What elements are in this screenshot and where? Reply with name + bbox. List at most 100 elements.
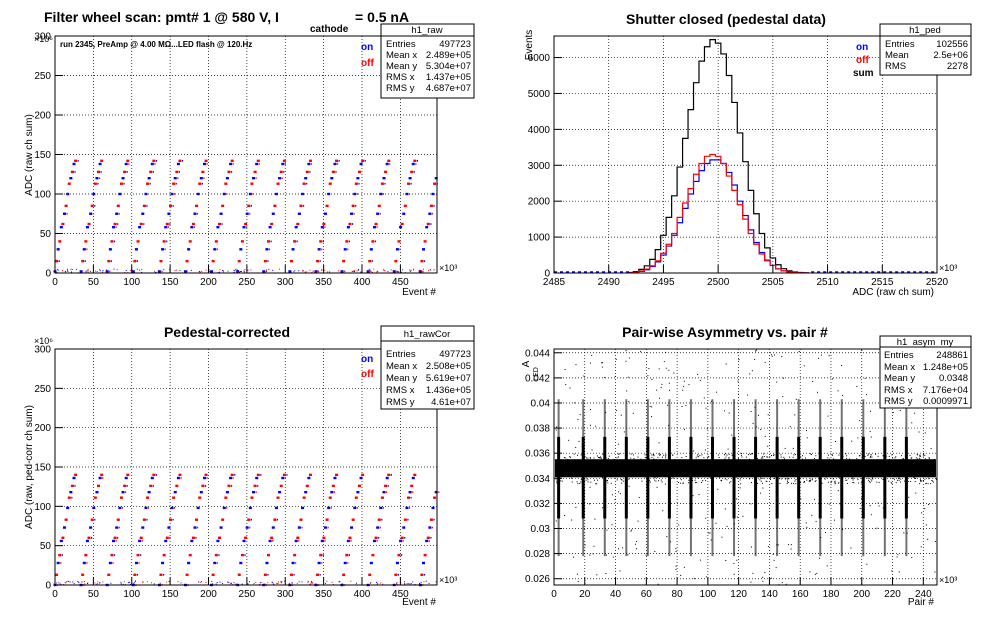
data-point [870, 478, 872, 480]
data-point [125, 491, 127, 493]
outlier-point [754, 359, 756, 361]
baseline-point [352, 270, 354, 272]
data-point [561, 480, 563, 482]
data-point [429, 204, 433, 208]
data-point [793, 483, 795, 485]
data-point [102, 477, 104, 479]
data-point [185, 573, 189, 576]
data-point [87, 536, 91, 539]
data-point [347, 248, 349, 251]
baseline-point [354, 271, 356, 273]
data-point [919, 455, 921, 457]
data-point [665, 455, 667, 457]
outlier-point [675, 551, 677, 553]
data-point [304, 177, 308, 180]
baseline-point [186, 270, 188, 272]
data-point [301, 506, 305, 510]
data-point [343, 561, 347, 565]
spike-core [581, 436, 585, 519]
data-point [802, 472, 804, 474]
data-point [567, 461, 569, 463]
outlier-point [723, 410, 725, 412]
data-point [731, 454, 733, 456]
data-point [892, 457, 894, 459]
data-point [830, 460, 832, 462]
data-point [276, 182, 280, 185]
data-point [805, 472, 807, 474]
x-tick-label: 300 [277, 277, 294, 288]
data-point [239, 248, 243, 251]
data-point [232, 163, 234, 165]
data-point [694, 476, 696, 478]
outlier-point [651, 416, 653, 418]
y-tick-label: 50 [40, 541, 52, 552]
data-point [881, 468, 883, 470]
data-point [244, 536, 248, 539]
data-point [838, 465, 840, 467]
outlier-point [899, 473, 901, 475]
data-point [912, 474, 914, 476]
baseline-point [324, 269, 326, 271]
data-point [802, 455, 804, 457]
data-point [720, 479, 722, 481]
stat-value: 4.687e+07 [426, 83, 471, 94]
outlier-point [585, 462, 587, 464]
data-point [174, 193, 176, 195]
data-point [802, 464, 804, 466]
data-point [395, 561, 399, 565]
outlier-point [850, 547, 852, 549]
data-point [316, 259, 320, 263]
data-point [907, 480, 909, 482]
data-point [69, 490, 73, 494]
baseline-point [94, 582, 96, 584]
outlier-point [767, 414, 769, 416]
data-point [627, 468, 629, 470]
y-tick-label: 300 [34, 345, 51, 356]
data-point [678, 481, 680, 483]
data-point [562, 474, 564, 476]
baseline-point [403, 581, 405, 583]
x-tick-label: 80 [672, 589, 684, 600]
data-point [915, 457, 917, 459]
baseline-point [409, 269, 411, 271]
outlier-point [725, 559, 727, 561]
data-point [282, 159, 286, 163]
outlier-point [915, 492, 917, 494]
outlier-point [898, 571, 900, 573]
data-point [778, 470, 780, 472]
data-point [898, 478, 900, 480]
data-point [141, 526, 145, 529]
data-point [578, 471, 580, 473]
data-point [844, 472, 846, 474]
data-point [707, 465, 709, 467]
outlier-point [631, 529, 633, 531]
outlier-point [809, 571, 811, 573]
outlier-point [705, 407, 707, 409]
data-point [916, 463, 918, 465]
data-point [265, 248, 269, 251]
outlier-point [577, 581, 579, 583]
data-point [891, 475, 893, 477]
data-point [868, 474, 870, 476]
data-point [767, 464, 769, 466]
baseline-point [390, 269, 392, 271]
panel-raw-xlabel: Event # [402, 287, 436, 298]
outlier-point [654, 550, 656, 552]
data-point [371, 260, 373, 262]
outlier-point [615, 409, 617, 411]
data-point [63, 212, 67, 215]
data-point [416, 160, 419, 162]
data-point [784, 472, 786, 474]
baseline-point [428, 582, 430, 584]
data-point [854, 462, 856, 464]
data-point [665, 457, 667, 459]
data-point [141, 212, 145, 215]
data-point [786, 477, 788, 479]
baseline-point [120, 583, 122, 585]
baseline-point [87, 583, 89, 585]
data-point [812, 459, 814, 461]
data-point [771, 483, 773, 485]
data-point [202, 162, 206, 166]
data-point [330, 507, 332, 509]
data-point [587, 479, 589, 481]
